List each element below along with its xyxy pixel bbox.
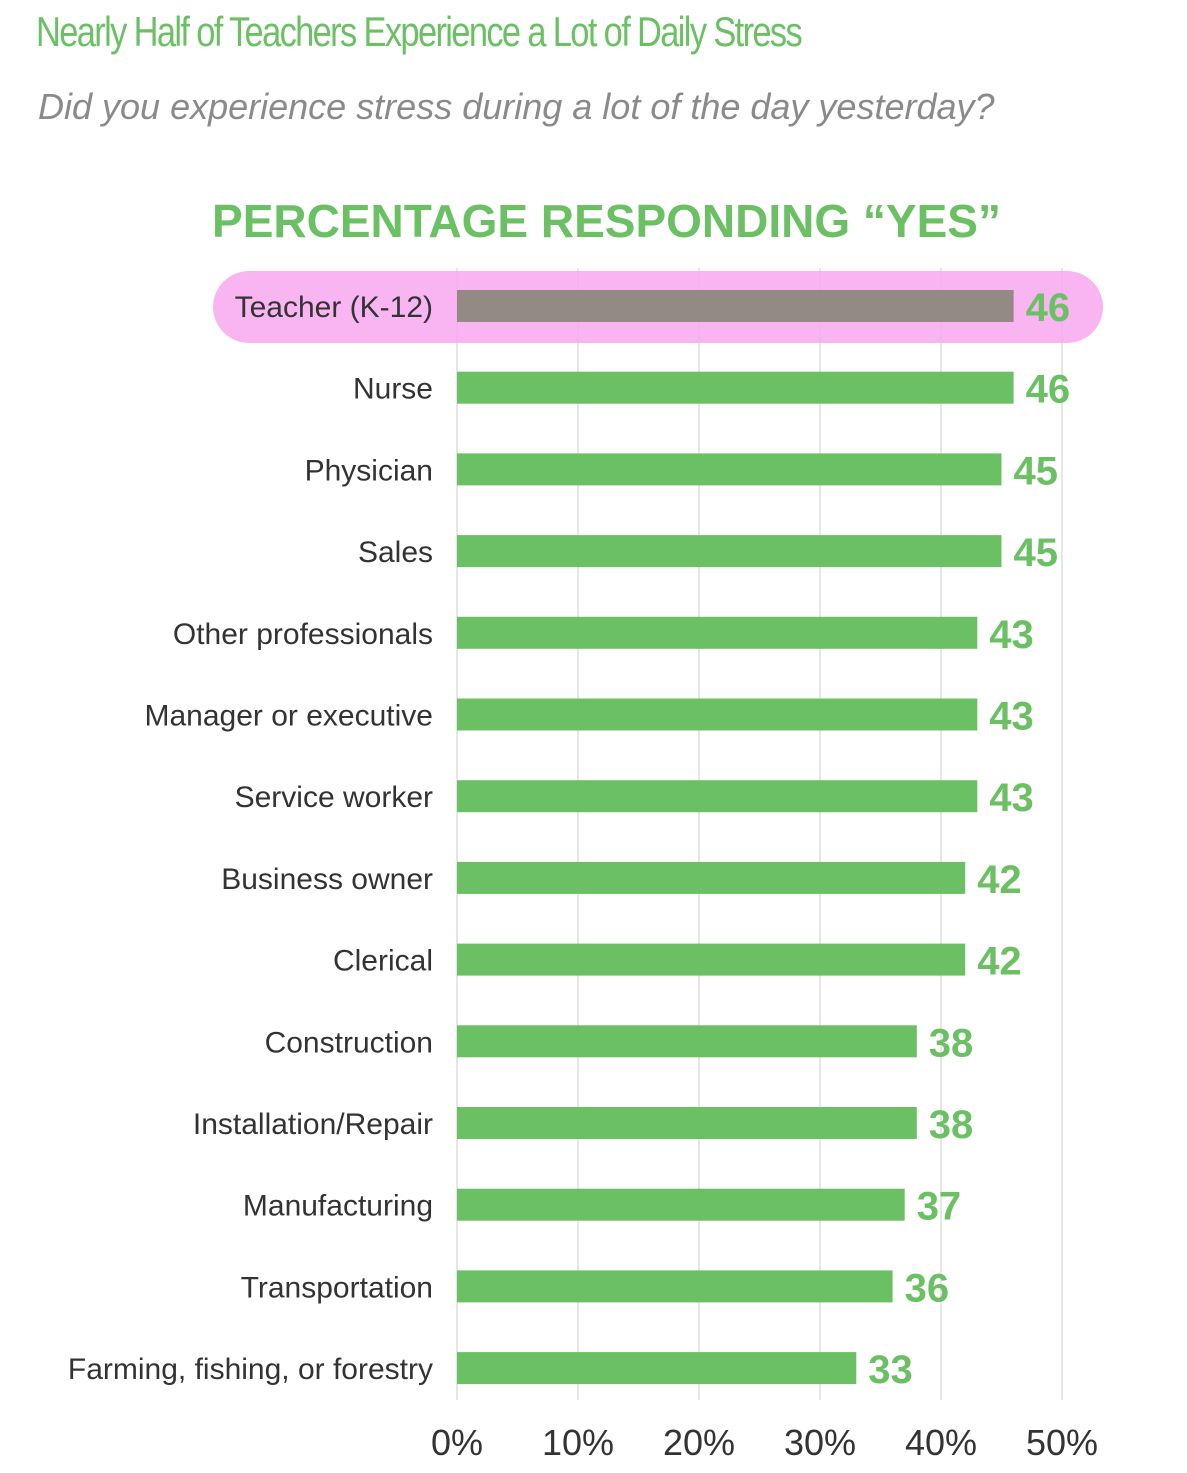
- category-label-farming-fishing-or-forestry: Farming, fishing, or forestry: [68, 1353, 433, 1386]
- bar-manufacturing: [457, 1188, 905, 1221]
- bar-clerical: [457, 943, 966, 976]
- bar-manager-or-executive: [457, 698, 978, 731]
- x-tick-label: 50%: [1026, 1422, 1098, 1463]
- value-label-clerical: 42: [977, 940, 1022, 984]
- bar-teacher-k-12: [457, 290, 1014, 322]
- bar-other-professionals: [457, 616, 978, 649]
- category-label-physician: Physician: [305, 454, 433, 487]
- category-label-manager-or-executive: Manager or executive: [145, 700, 434, 733]
- value-label-nurse: 46: [1026, 368, 1071, 412]
- page-subtitle: Did you experience stress during a lot o…: [38, 86, 995, 127]
- grid-lines: [456, 268, 1063, 1400]
- category-label-transportation: Transportation: [241, 1271, 433, 1304]
- bar-farming-fishing-or-forestry: [457, 1352, 857, 1385]
- value-label-service-worker: 43: [989, 776, 1034, 820]
- x-tick-label: 0%: [431, 1422, 483, 1463]
- chart-title: PERCENTAGE RESPONDING “YES”: [212, 195, 1001, 247]
- value-label-manufacturing: 37: [917, 1185, 962, 1229]
- category-label-sales: Sales: [358, 536, 433, 569]
- x-tick-label: 40%: [905, 1422, 977, 1463]
- category-label-business-owner: Business owner: [221, 863, 433, 896]
- category-label-nurse: Nurse: [353, 373, 433, 406]
- x-axis-ticks: 0% 10% 20% 30% 40% 50%: [431, 1422, 1098, 1463]
- value-label-sales: 45: [1014, 531, 1059, 575]
- x-tick-label: 10%: [542, 1422, 614, 1463]
- category-label-installation-repair: Installation/Repair: [193, 1108, 433, 1141]
- value-label-business-owner: 42: [977, 858, 1022, 902]
- value-label-physician: 45: [1014, 449, 1059, 493]
- x-tick-label: 30%: [784, 1422, 856, 1463]
- value-label-teacher-k-12: 46: [1026, 286, 1071, 330]
- category-label-clerical: Clerical: [333, 945, 433, 978]
- value-label-manager-or-executive: 43: [989, 695, 1034, 739]
- category-label-construction: Construction: [265, 1026, 433, 1059]
- bar-construction: [457, 1025, 917, 1058]
- bar-nurse: [457, 371, 1014, 404]
- bar-business-owner: [457, 861, 966, 894]
- bar-installation-repair: [457, 1107, 917, 1139]
- value-label-other-professionals: 43: [989, 613, 1034, 657]
- bars: [457, 290, 1014, 1385]
- value-label-farming-fishing-or-forestry: 33: [868, 1348, 913, 1392]
- x-tick-label: 20%: [663, 1422, 735, 1463]
- category-label-teacher-k-12: Teacher (K-12): [235, 291, 433, 324]
- category-label-other-professionals: Other professionals: [173, 618, 433, 651]
- category-label-service-worker: Service worker: [235, 781, 433, 814]
- category-label-manufacturing: Manufacturing: [243, 1190, 433, 1223]
- bar-sales: [457, 535, 1002, 568]
- bar-service-worker: [457, 780, 978, 813]
- bar-transportation: [457, 1270, 893, 1303]
- bar-physician: [457, 453, 1002, 486]
- category-labels: Teacher (K-12) Nurse Physician Sales Other p…: [68, 291, 433, 1386]
- value-label-transportation: 36: [905, 1266, 950, 1310]
- page-title: Nearly Half of Teachers Experience a Lot…: [36, 8, 803, 55]
- value-label-construction: 38: [929, 1021, 974, 1065]
- value-label-installation-repair: 38: [929, 1103, 974, 1147]
